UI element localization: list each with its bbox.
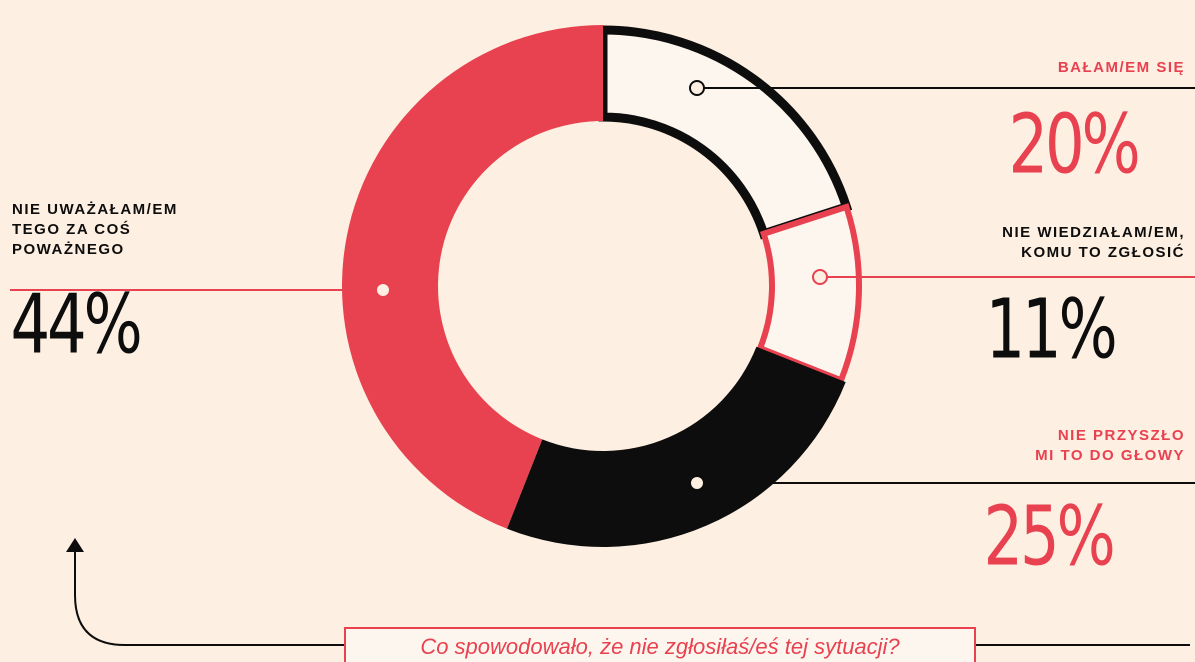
label-line: NIE UWAŻAŁAM/EM: [12, 201, 178, 218]
label-line: BAŁAM/EM SIĘ: [1058, 59, 1185, 76]
arrow-line: [74, 552, 345, 646]
value-label: 44%: [10, 277, 140, 373]
donut: [341, 25, 862, 547]
leader-dot: [375, 282, 391, 298]
segment: [341, 25, 603, 529]
arrow-head: [66, 538, 84, 552]
label-line: NIE PRZYSZŁO: [1058, 427, 1185, 444]
label-line: POWAŻNEGO: [12, 241, 125, 258]
segment: [756, 203, 862, 385]
category-label: NIE WIEDZIAŁAM/EM, KOMU TO ZGŁOSIĆ: [1002, 224, 1185, 261]
label-line: TEGO ZA COŚ: [12, 220, 131, 238]
leader-dot: [812, 269, 828, 285]
value-label: 25%: [983, 489, 1113, 585]
segment: [506, 346, 846, 547]
category-label: NIE UWAŻAŁAM/EM TEGO ZA COŚ POWAŻNEGO: [12, 201, 178, 258]
value-label: 20%: [1008, 97, 1138, 193]
category-label: NIE PRZYSZŁO MI TO DO GŁOWY: [1035, 427, 1185, 464]
leader-dot: [689, 475, 705, 491]
label-line: MI TO DO GŁOWY: [1035, 447, 1185, 464]
segment: [598, 25, 853, 240]
question-box: [344, 627, 976, 662]
category-label: BAŁAM/EM SIĘ: [1058, 59, 1185, 76]
value-label: 11%: [985, 282, 1115, 378]
label-line: NIE WIEDZIAŁAM/EM,: [1002, 224, 1185, 241]
question: Co spowodowało, że nie zgłosiłaś/eś tej …: [420, 634, 900, 659]
labels: BAŁAM/EM SIĘ 20% NIE WIEDZIAŁAM/EM, KOMU TO…: [10, 59, 1195, 585]
label-line: KOMU TO ZGŁOSIĆ: [1021, 243, 1185, 261]
leader-dot: [689, 80, 705, 96]
